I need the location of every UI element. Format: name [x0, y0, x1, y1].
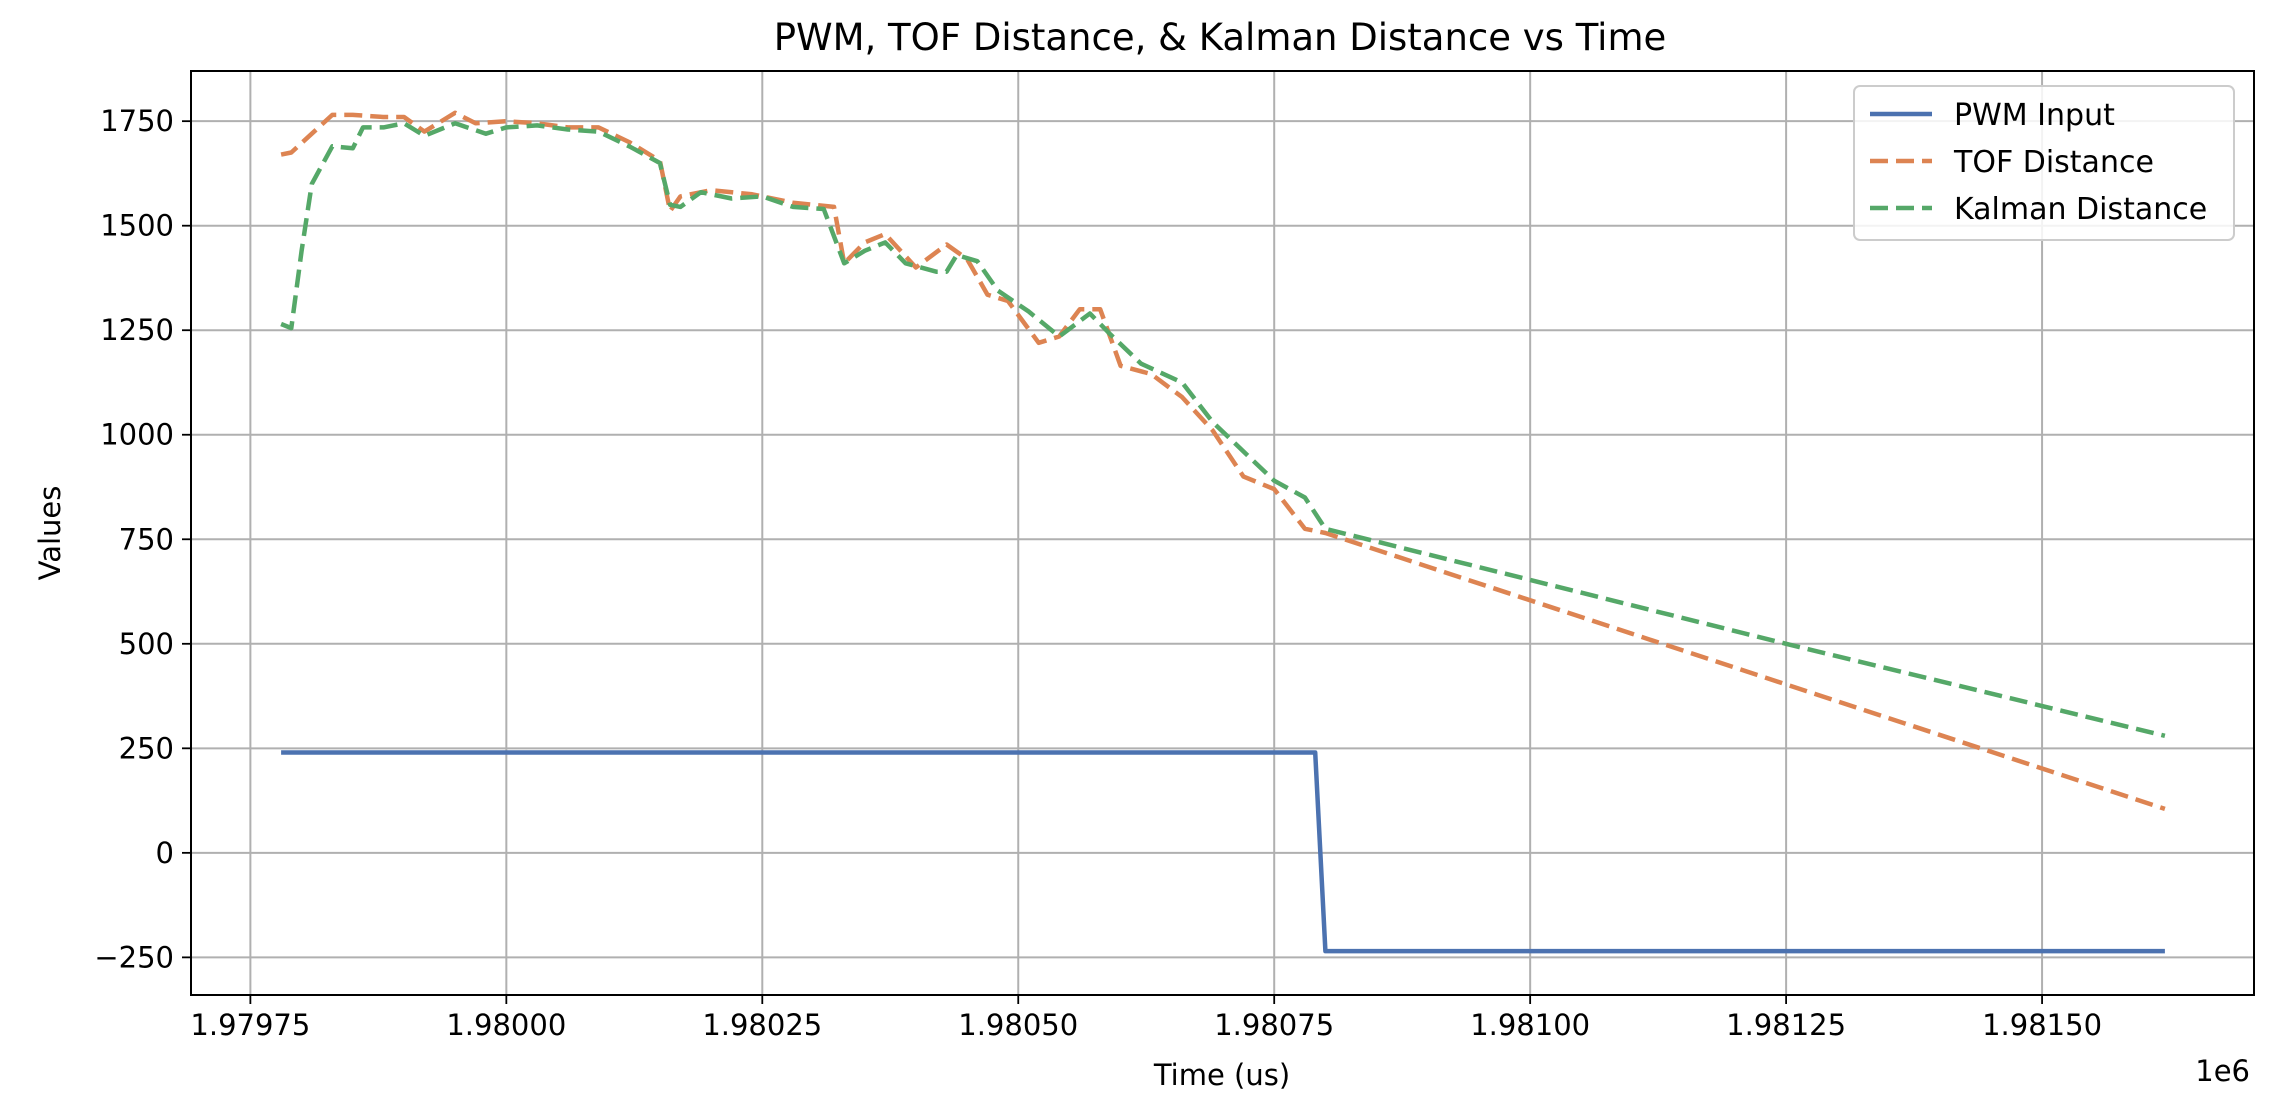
tick-layer: 1.97975 1.98000 1.98025 1.98050 1.98075 1.981…	[94, 104, 2102, 1042]
pwm-input-line	[281, 750, 2165, 954]
plot-frame	[190, 70, 2255, 996]
kalman-distance-line	[280, 121, 2166, 738]
y-tick-label: 500	[119, 627, 174, 661]
legend: PWM Input TOF Distance Kalman Distance	[1853, 85, 2235, 241]
chart-title: PWM, TOF Distance, & Kalman Distance vs …	[774, 16, 1667, 59]
x-tick-label: 1.98100	[1470, 1008, 1590, 1042]
y-tick-label: 250	[119, 731, 174, 765]
legend-box	[1853, 85, 2235, 241]
y-axis-label: Values	[33, 486, 67, 581]
x-tick-label: 1.98125	[1726, 1008, 1846, 1042]
x-tick-label: 1.97975	[190, 1008, 310, 1042]
x-tick-label: 1.98075	[1214, 1008, 1334, 1042]
x-tick-label: 1.98025	[702, 1008, 822, 1042]
y-tick-label: 1250	[100, 313, 174, 347]
y-tick-label: 1500	[100, 209, 174, 243]
y-tick-label: 1000	[100, 418, 174, 452]
x-offset-label: 1e6	[2195, 1054, 2250, 1088]
legend-label-kalman: Kalman Distance	[1954, 192, 2207, 227]
x-tick-label: 1.98050	[958, 1008, 1078, 1042]
tof-distance-line	[280, 110, 2166, 812]
y-tick-label: 0	[156, 836, 174, 870]
y-tick-label: −250	[94, 940, 174, 974]
x-tick-label: 1.98150	[1982, 1008, 2102, 1042]
y-tick-label: 750	[119, 522, 174, 556]
x-axis-label: Time (us)	[1153, 1058, 1290, 1092]
legend-label-pwm: PWM Input	[1954, 98, 2115, 133]
x-tick-label: 1.98000	[446, 1008, 566, 1042]
series-layer	[280, 110, 2166, 954]
legend-label-tof: TOF Distance	[1953, 145, 2154, 180]
y-tick-label: 1750	[100, 104, 174, 138]
